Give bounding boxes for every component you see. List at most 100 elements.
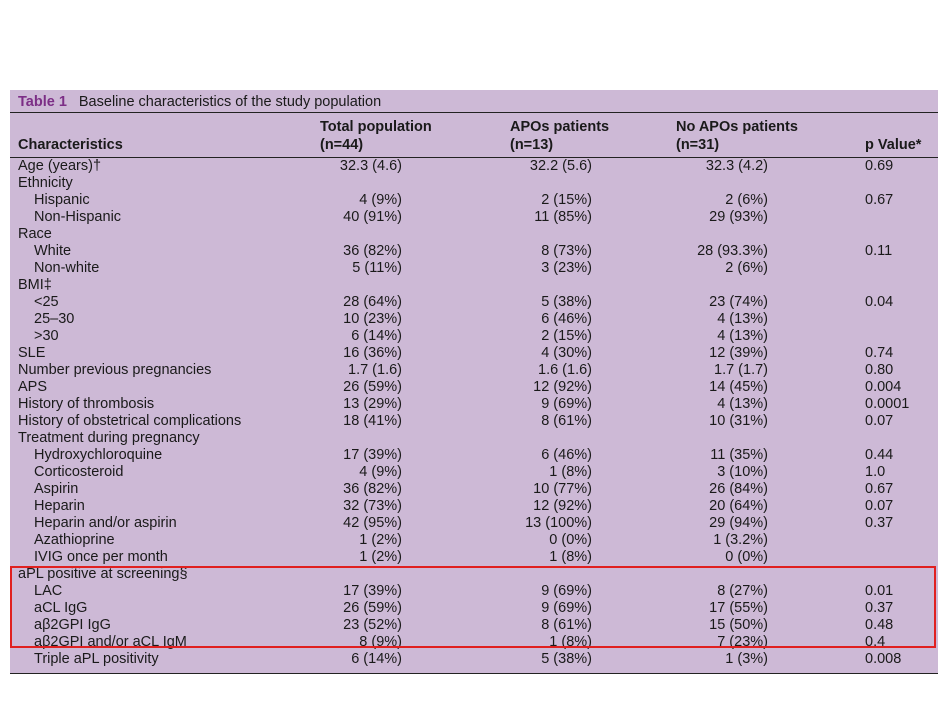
table-caption: Table 1 Baseline characteristics of the s… xyxy=(18,94,381,110)
row-label: Number previous pregnancies xyxy=(18,362,212,378)
cell-p-value: 0.008 xyxy=(865,651,902,667)
cell-noapos: 29 (94%) xyxy=(709,515,768,531)
cell-total: 1 (2%) xyxy=(359,532,402,548)
row-label: APS xyxy=(18,379,48,395)
cell-total: 26 (59%) xyxy=(343,600,402,616)
table-row: Hydroxychloroquine 17 (39%) 6 (46%) 11 (35%… xyxy=(10,447,938,464)
cell-total: 18 (41%) xyxy=(343,413,402,429)
table-row: History of thrombosis 13 (29%) 9 (69%) 4 (1… xyxy=(10,396,938,413)
row-label: <25 xyxy=(34,294,59,310)
cell-p-value: 0.67 xyxy=(865,192,894,208)
row-label: 25–30 xyxy=(34,311,75,327)
cell-noapos: 4 (13%) xyxy=(717,328,768,344)
cell-noapos: 23 (74%) xyxy=(709,294,768,310)
cell-apos: 6 (46%) xyxy=(541,447,592,463)
cell-apos: 1 (8%) xyxy=(549,464,592,480)
cell-total: 6 (14%) xyxy=(351,651,402,667)
cell-p-value: 0.48 xyxy=(865,617,894,633)
table-row: Non-Hispanic 40 (91%) 11 (85%) 29 (93%) xyxy=(10,209,938,226)
table-title: Baseline characteristics of the study po… xyxy=(78,94,382,110)
cell-apos: 12 (92%) xyxy=(533,498,592,514)
cell-total: 36 (82%) xyxy=(343,243,402,259)
cell-total: 28 (64%) xyxy=(343,294,402,310)
cell-noapos: 17 (55%) xyxy=(709,600,768,616)
cell-noapos: 1 (3%) xyxy=(725,651,768,667)
row-label: Non-Hispanic xyxy=(34,209,122,225)
row-label: Heparin and/or aspirin xyxy=(34,515,177,531)
row-label: Race xyxy=(18,226,52,242)
cell-p-value: 0.37 xyxy=(865,600,894,616)
cell-noapos: 2 (6%) xyxy=(725,192,768,208)
header-total-line1: Total population xyxy=(320,119,432,135)
cell-p-value: 0.004 xyxy=(865,379,902,395)
cell-p-value: 1.0 xyxy=(865,464,886,480)
row-label: Ethnicity xyxy=(18,175,73,191)
table-row: IVIG once per month 1 (2%) 1 (8%) 0 (0%) xyxy=(10,549,938,566)
cell-p-value: 0.0001 xyxy=(865,396,910,412)
table-row: Age (years)† 32.3 (4.6) 32.2 (5.6) 32.3 (4.… xyxy=(10,158,938,175)
cell-apos: 5 (38%) xyxy=(541,294,592,310)
cell-noapos: 4 (13%) xyxy=(717,396,768,412)
cell-total: 1 (2%) xyxy=(359,549,402,565)
cell-noapos: 0 (0%) xyxy=(725,549,768,565)
cell-apos: 10 (77%) xyxy=(533,481,592,497)
cell-apos: 6 (46%) xyxy=(541,311,592,327)
cell-apos: 11 (85%) xyxy=(534,209,592,225)
cell-apos: 2 (15%) xyxy=(541,328,592,344)
cell-p-value: 0.69 xyxy=(865,158,894,174)
cell-apos: 8 (61%) xyxy=(541,413,592,429)
row-label: History of obstetrical complications xyxy=(18,413,242,429)
cell-noapos: 3 (10%) xyxy=(717,464,768,480)
cell-p-value: 0.67 xyxy=(865,481,894,497)
table-row: Triple aPL positivity 6 (14%) 5 (38%) 1 (3%… xyxy=(10,651,938,668)
cell-apos: 13 (100%) xyxy=(525,515,592,531)
cell-total: 4 (9%) xyxy=(359,192,402,208)
cell-apos: 12 (92%) xyxy=(533,379,592,395)
table-row: Hispanic 4 (9%) 2 (15%) 2 (6%) 0.67 xyxy=(10,192,938,209)
cell-noapos: 2 (6%) xyxy=(725,260,768,276)
table-row: aβ2GPI and/or aCL IgM 8 (9%) 1 (8%) 7 (23%)… xyxy=(10,634,938,651)
cell-noapos: 1 (3.2%) xyxy=(713,532,768,548)
cell-apos: 9 (69%) xyxy=(541,600,592,616)
cell-noapos: 4 (13%) xyxy=(717,311,768,327)
cell-noapos: 8 (27%) xyxy=(717,583,768,599)
cell-apos: 1 (8%) xyxy=(549,634,592,650)
cell-p-value: 0.11 xyxy=(865,243,893,259)
cell-noapos: 15 (50%) xyxy=(709,617,768,633)
table-row: Azathioprine 1 (2%) 0 (0%) 1 (3.2%) xyxy=(10,532,938,549)
row-label: Azathioprine xyxy=(34,532,115,548)
cell-noapos: 10 (31%) xyxy=(709,413,768,429)
cell-total: 10 (23%) xyxy=(343,311,402,327)
cell-noapos: 32.3 (4.2) xyxy=(705,158,768,174)
table-row: 25–30 10 (23%) 6 (46%) 4 (13%) xyxy=(10,311,938,328)
table-row: APS 26 (59%) 12 (92%) 14 (45%) 0.004 xyxy=(10,379,938,396)
cell-p-value: 0.37 xyxy=(865,515,894,531)
cell-total: 4 (9%) xyxy=(359,464,402,480)
row-label: aCL IgG xyxy=(34,600,88,616)
row-label: BMI‡ xyxy=(18,277,52,293)
table-row: Heparin 32 (73%) 12 (92%) 20 (64%) 0.07 xyxy=(10,498,938,515)
row-label: Heparin xyxy=(34,498,85,514)
cell-total: 17 (39%) xyxy=(343,583,402,599)
table-row: <25 28 (64%) 5 (38%) 23 (74%) 0.04 xyxy=(10,294,938,311)
cell-apos: 1.6 (1.6) xyxy=(538,362,592,378)
cell-noapos: 20 (64%) xyxy=(709,498,768,514)
cell-p-value: 0.80 xyxy=(865,362,894,378)
table-row: Aspirin 36 (82%) 10 (77%) 26 (84%) 0.67 xyxy=(10,481,938,498)
cell-noapos: 29 (93%) xyxy=(709,209,768,225)
cell-total: 26 (59%) xyxy=(343,379,402,395)
cell-apos: 8 (61%) xyxy=(541,617,592,633)
header-total-line2: (n=44) xyxy=(320,137,364,153)
header-pvalue: p Value* xyxy=(865,137,922,153)
row-label: aβ2GPI and/or aCL IgM xyxy=(34,634,187,650)
table-header: Characteristics Total population (n=44) … xyxy=(10,112,938,158)
cell-p-value: 0.07 xyxy=(865,413,894,429)
cell-noapos: 11 (35%) xyxy=(710,447,768,463)
table-row: Ethnicity xyxy=(10,175,938,192)
cell-noapos: 26 (84%) xyxy=(709,481,768,497)
cell-apos: 9 (69%) xyxy=(541,583,592,599)
table-row: aCL IgG 26 (59%) 9 (69%) 17 (55%) 0.37 xyxy=(10,600,938,617)
cell-noapos: 12 (39%) xyxy=(709,345,768,361)
header-characteristics: Characteristics xyxy=(18,137,123,153)
table-row: Treatment during pregnancy xyxy=(10,430,938,447)
